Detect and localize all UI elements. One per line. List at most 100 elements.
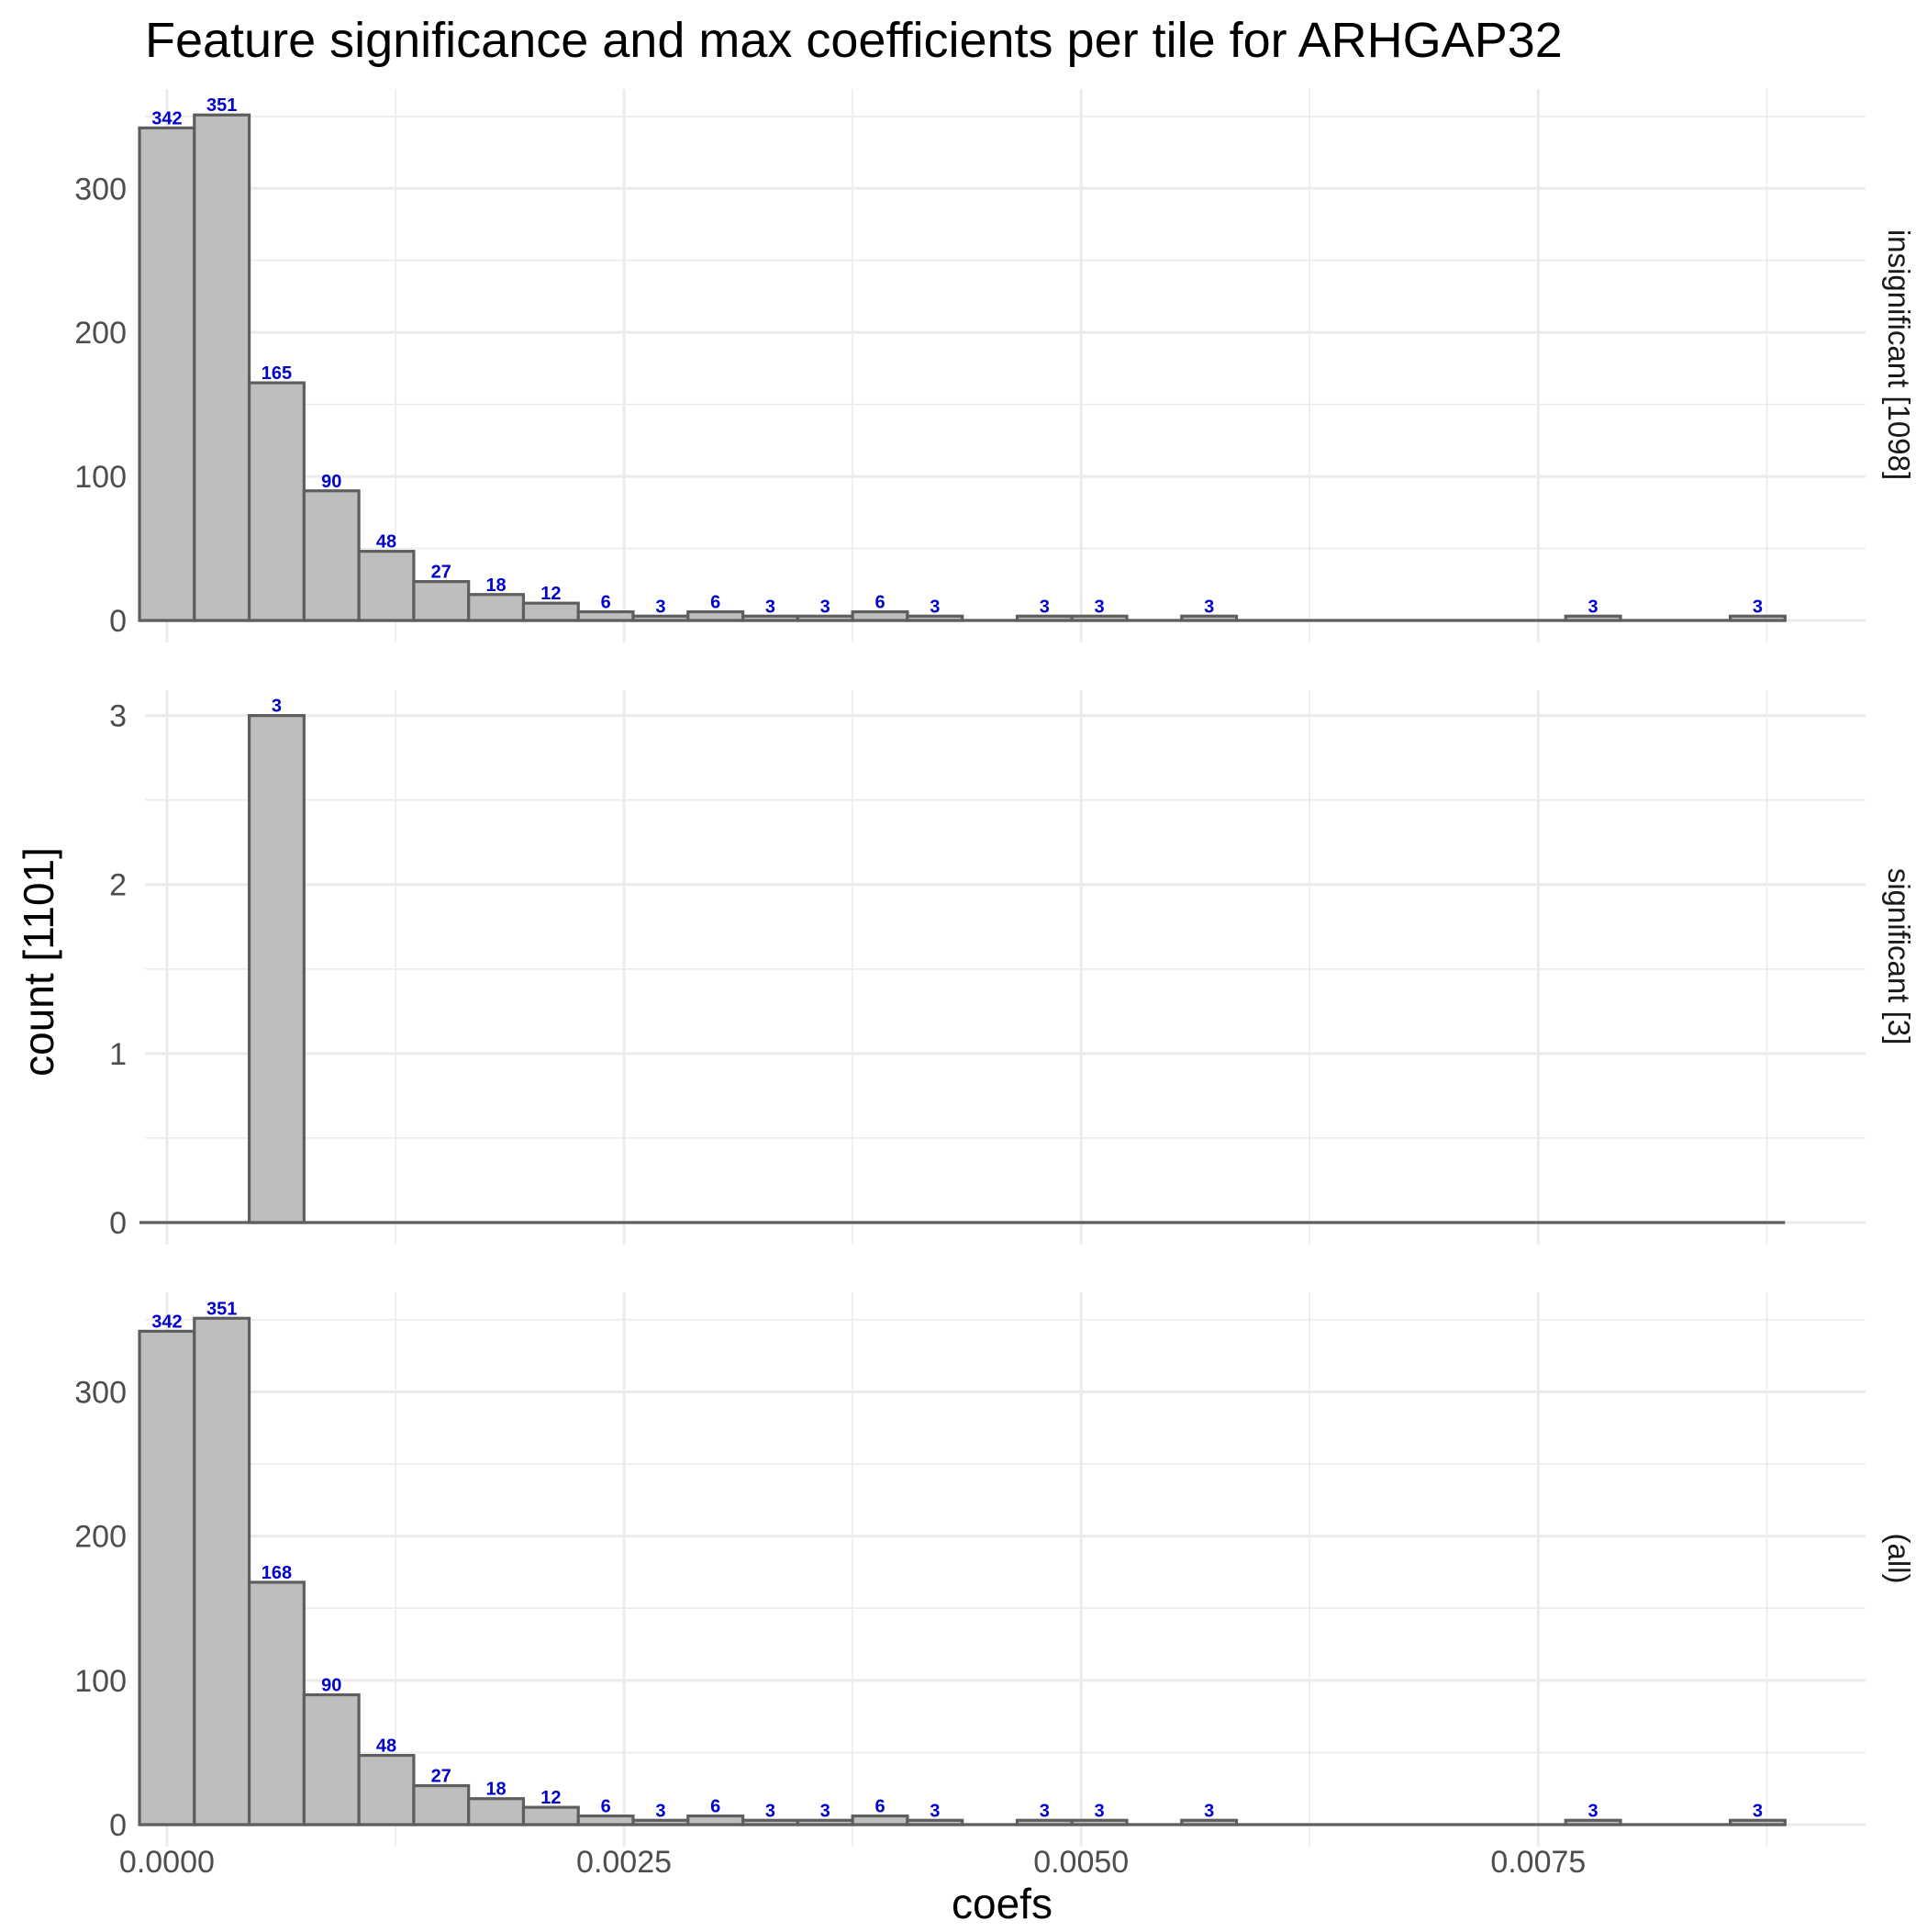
x-tick-label: 0.0075: [1490, 1845, 1586, 1880]
x-tick-label: 0.0000: [119, 1845, 215, 1880]
histogram-bar: [467, 1797, 526, 1826]
histogram-bar: [412, 580, 471, 622]
histogram-bar: [906, 1818, 964, 1826]
y-tick-label: 0: [109, 1206, 127, 1241]
bar-count-label: 27: [431, 1767, 451, 1787]
bar-count-label: 3: [1588, 597, 1598, 617]
bar-count-label: 12: [540, 584, 561, 604]
bar-count-label: 3: [1753, 597, 1763, 617]
histogram-bar: [247, 381, 306, 622]
histogram-bar: [357, 1753, 416, 1826]
facet-panel: 0 1 2 3 3 significant [3]: [109, 690, 1916, 1245]
bar-count-label: 3: [655, 1801, 665, 1821]
y-tick-label: 200: [74, 1520, 127, 1555]
histogram-bar: [521, 1805, 580, 1826]
bar-count-label: 3: [930, 597, 940, 617]
y-tick-label: 1: [109, 1037, 127, 1072]
bar-count-label: 3: [272, 697, 282, 717]
y-tick-label: 300: [74, 172, 127, 207]
bar-count-label: 351: [206, 1299, 237, 1319]
histogram-bar: [412, 1783, 471, 1826]
bar-count-label: 351: [206, 95, 237, 116]
bar-count-label: 12: [540, 1788, 561, 1808]
histogram-bar: [686, 1814, 745, 1826]
histogram-bar: [521, 601, 580, 622]
histogram-bar: [302, 489, 361, 622]
bar-count-label: 6: [710, 1797, 720, 1817]
histogram-bar: [1564, 1818, 1622, 1826]
y-tick-label: 2: [109, 868, 127, 903]
histogram-bar: [851, 609, 909, 622]
histogram-bar: [357, 550, 416, 622]
histogram-bar: [138, 126, 196, 622]
chart-title: Feature significance and max coefficient…: [145, 13, 1563, 68]
x-tick-label: 0.0050: [1033, 1845, 1129, 1880]
bar-count-label: 3: [1095, 1801, 1105, 1821]
y-tick-label: 100: [74, 1664, 127, 1699]
bar-count-label: 18: [485, 575, 506, 596]
histogram-bar: [138, 1329, 196, 1826]
bar-count-label: 18: [485, 1780, 506, 1800]
bar-count-label: 90: [321, 1676, 341, 1696]
bar-count-label: 6: [874, 1797, 885, 1817]
facet-panel: 0 100 200 300 342 351 165 90 48 27 18 12 6 3 6 3 3 6 3 3 3 3 3…: [74, 89, 1916, 642]
bar-count-label: 6: [874, 593, 885, 613]
bar-count-label: 342: [151, 108, 182, 128]
bar-count-label: 3: [820, 1801, 830, 1821]
histogram-bar: [576, 1814, 635, 1826]
facet-panel: 0 100 200 300 342 351 168 90 48 27 18 12 6 3 6 3 3 6 3 3 3 3 3…: [74, 1292, 1916, 1847]
bar-count-label: 3: [765, 1801, 775, 1821]
bar-count-label: 165: [262, 363, 292, 384]
bar-count-label: 3: [930, 1801, 940, 1821]
bar-count-label: 3: [1204, 1801, 1214, 1821]
histogram-bar: [576, 609, 635, 622]
facet-strip-label: (all): [1882, 1534, 1916, 1584]
histogram-bar: [1728, 614, 1787, 622]
bar-count-label: 90: [321, 472, 341, 492]
histogram-bar: [1564, 614, 1622, 622]
histogram-bar: [467, 593, 526, 622]
bar-count-label: 48: [376, 1737, 396, 1757]
bar-count-label: 6: [601, 593, 611, 613]
histogram-bar: [1180, 614, 1239, 622]
bar-count-label: 3: [1040, 1801, 1050, 1821]
bar-count-label: 168: [262, 1563, 292, 1583]
histogram-bar: [1070, 614, 1129, 622]
bar-count-label: 3: [1204, 597, 1214, 617]
histogram-bar: [906, 614, 964, 622]
bar-count-label: 6: [601, 1797, 611, 1817]
bar-count-label: 342: [151, 1312, 182, 1332]
bar-count-label: 3: [1040, 597, 1050, 617]
bar-count-label: 3: [655, 597, 665, 617]
histogram-bar: [247, 1580, 306, 1826]
y-tick-label: 300: [74, 1375, 127, 1410]
x-axis-title: coefs: [952, 1880, 1053, 1927]
histogram-bar: [193, 1316, 251, 1826]
bar-count-label: 3: [765, 597, 775, 617]
y-tick-label: 0: [109, 1808, 127, 1843]
y-tick-label: 200: [74, 316, 127, 351]
bar-count-label: 48: [376, 532, 396, 553]
y-tick-label: 100: [74, 460, 127, 495]
facet-strip-label: insignificant [1098]: [1882, 229, 1916, 480]
x-tick-label: 0.0025: [576, 1845, 672, 1880]
bar-count-label: 27: [431, 563, 451, 583]
bar-count-label: 3: [1095, 597, 1105, 617]
bar-count-label: 6: [710, 593, 720, 613]
histogram-bar: [686, 609, 745, 622]
histogram-bar: [851, 1814, 909, 1826]
y-axis-title: count [1101]: [15, 847, 62, 1077]
bar-count-label: 3: [1753, 1801, 1763, 1821]
histogram-bar: [247, 714, 306, 1224]
facet-strip-label: significant [3]: [1882, 868, 1916, 1045]
histogram-bar: [1728, 1818, 1787, 1826]
bar-count-label: 3: [1588, 1801, 1598, 1821]
x-axis: 0.0000 0.0025 0.0050 0.0075: [119, 1845, 1586, 1880]
bar-count-label: 3: [820, 597, 830, 617]
histogram-bar: [193, 113, 251, 622]
y-tick-label: 3: [109, 699, 127, 734]
histogram-bar: [1180, 1818, 1239, 1826]
